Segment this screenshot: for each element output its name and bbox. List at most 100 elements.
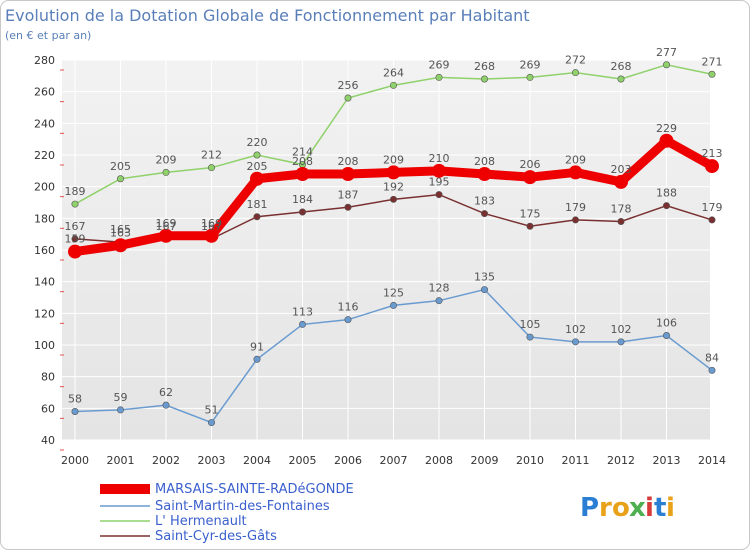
- data-label: 269: [429, 58, 450, 71]
- y-tick-label: 260: [34, 86, 55, 99]
- brand-letter: i: [666, 493, 675, 523]
- data-point-marsais: [568, 165, 583, 180]
- data-point-saint-cyr-des-g-ts: [480, 210, 488, 218]
- data-point-saint-martin-des-fontaines: [389, 301, 397, 309]
- data-label: 205: [247, 160, 268, 173]
- data-label: 51: [205, 404, 219, 417]
- legend-label: Saint-Cyr-des-Gâts: [155, 529, 277, 544]
- data-label: 175: [520, 207, 541, 220]
- x-tick-label: 2014: [698, 454, 726, 467]
- x-tick-label: 2001: [107, 454, 135, 467]
- data-point-l-hermenault: [617, 75, 625, 83]
- data-point-saint-martin-des-fontaines: [208, 419, 216, 427]
- data-point-l-hermenault: [344, 94, 352, 102]
- chart-title: Evolution de la Dotation Globale de Fonc…: [5, 6, 530, 25]
- data-point-saint-cyr-des-g-ts: [71, 235, 79, 243]
- data-point-marsais: [204, 228, 219, 243]
- data-point-saint-martin-des-fontaines: [435, 297, 443, 305]
- data-point-marsais: [159, 228, 173, 243]
- data-label: 181: [247, 198, 268, 211]
- data-point-l-hermenault: [389, 81, 397, 89]
- data-label: 179: [565, 201, 586, 214]
- data-point-l-hermenault: [571, 69, 579, 77]
- data-label: 102: [565, 323, 586, 336]
- data-point-saint-cyr-des-g-ts: [526, 222, 534, 230]
- data-point-marsais: [386, 165, 401, 180]
- data-point-marsais: [705, 159, 719, 174]
- data-point-saint-martin-des-fontaines: [526, 333, 534, 341]
- data-label: 167: [65, 220, 86, 233]
- data-point-marsais: [432, 163, 446, 178]
- data-label: 102: [611, 323, 632, 336]
- y-tick-label: 80: [41, 371, 55, 384]
- data-label: 135: [474, 271, 495, 284]
- brand-letter: r: [599, 493, 612, 523]
- data-point-marsais: [614, 174, 628, 189]
- data-label: 189: [65, 185, 86, 198]
- data-point-saint-cyr-des-g-ts: [253, 213, 261, 221]
- data-label: 208: [338, 155, 359, 168]
- y-tick-label: 140: [34, 276, 55, 289]
- y-tick-label: 60: [41, 402, 55, 415]
- data-label: 203: [611, 163, 632, 176]
- x-tick-label: 2004: [243, 454, 271, 467]
- legend-label: MARSAIS-SAINTE-RADéGONDE: [155, 482, 354, 497]
- data-label: 205: [110, 160, 131, 173]
- x-tick-label: 2012: [607, 454, 635, 467]
- data-label: 128: [429, 282, 450, 295]
- data-label: 220: [247, 136, 268, 149]
- data-label: 271: [702, 55, 723, 68]
- data-label: 116: [338, 301, 359, 314]
- data-label: 208: [474, 155, 495, 168]
- x-tick-label: 2006: [334, 454, 362, 467]
- data-point-saint-cyr-des-g-ts: [389, 195, 397, 203]
- data-label: 125: [383, 286, 404, 299]
- data-point-l-hermenault: [662, 61, 670, 69]
- data-label: 169: [201, 217, 222, 230]
- data-label: 209: [383, 153, 404, 166]
- data-label: 58: [68, 393, 82, 406]
- data-label: 91: [250, 340, 264, 353]
- legend-label: Saint-Martin-des-Fontaines: [155, 499, 330, 514]
- data-label: 169: [156, 217, 177, 230]
- data-label: 59: [114, 391, 128, 404]
- data-label: 192: [383, 180, 404, 193]
- data-point-marsais: [341, 167, 355, 181]
- data-point-saint-martin-des-fontaines: [298, 320, 306, 328]
- data-point-marsais: [113, 238, 128, 253]
- y-tick-label: 100: [34, 339, 55, 352]
- data-point-saint-cyr-des-g-ts: [571, 216, 579, 224]
- y-tick-label: 120: [34, 307, 55, 320]
- y-tick-label: 200: [34, 181, 55, 194]
- data-label: 272: [565, 54, 586, 67]
- data-point-saint-martin-des-fontaines: [480, 286, 488, 294]
- data-point-marsais: [68, 244, 82, 259]
- data-point-saint-cyr-des-g-ts: [435, 191, 443, 199]
- x-tick-label: 2009: [471, 454, 499, 467]
- data-point-l-hermenault: [435, 73, 443, 81]
- data-label: 277: [656, 46, 677, 59]
- y-tick-label: 160: [34, 244, 55, 257]
- data-label: 210: [429, 152, 450, 165]
- data-point-marsais: [295, 167, 310, 181]
- data-label: 184: [292, 193, 313, 206]
- brand-letter: x: [629, 493, 646, 523]
- data-point-marsais: [250, 171, 264, 186]
- x-tick-label: 2011: [562, 454, 590, 467]
- chart-subtitle: (en € et par an): [5, 29, 91, 42]
- data-label: 188: [656, 187, 677, 200]
- data-label: 165: [110, 223, 131, 236]
- x-tick-label: 2005: [289, 454, 317, 467]
- data-point-saint-martin-des-fontaines: [253, 355, 261, 363]
- data-point-l-hermenault: [480, 75, 488, 83]
- data-label: 183: [474, 195, 495, 208]
- brand-letter: P: [580, 493, 599, 523]
- data-label: 264: [383, 66, 404, 79]
- data-label: 268: [611, 60, 632, 73]
- y-tick-label: 180: [34, 212, 55, 225]
- data-label: 214: [292, 146, 313, 159]
- data-label: 113: [292, 305, 313, 318]
